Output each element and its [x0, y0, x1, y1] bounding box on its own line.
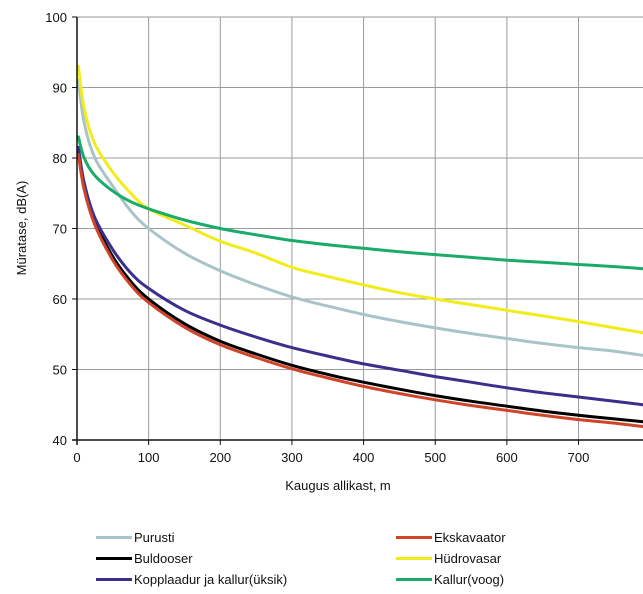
legend-item-purusti: Purusti — [96, 527, 174, 547]
x-tick-label: 100 — [138, 450, 160, 465]
x-tick-label: 400 — [353, 450, 375, 465]
y-tick-label: 100 — [45, 10, 67, 25]
x-tick-label: 500 — [424, 450, 446, 465]
x-tick-label: 300 — [281, 450, 303, 465]
y-tick-labels: 40 50 60 70 80 90 100 — [45, 10, 67, 448]
legend-label: Kopplaadur ja kallur(üksik) — [134, 571, 288, 587]
legend-swatch — [96, 577, 132, 581]
series-line-ekskavaator — [76, 153, 643, 429]
series-line-kopplaadur-ja-kallur-ksik — [76, 145, 643, 407]
series-line-buldooser — [76, 149, 643, 424]
legend-label: Hüdrovasar — [434, 550, 502, 566]
legend-label: Kallur(voog) — [434, 571, 505, 587]
legend-label: Purusti — [134, 529, 175, 545]
legend-swatch — [396, 556, 432, 560]
series-lines — [76, 64, 643, 429]
legend-item-kallur-voog: Kallur(voog) — [396, 569, 504, 589]
series-line-kallur-voog — [76, 135, 643, 271]
y-tick-label: 80 — [53, 151, 67, 166]
legend-swatch — [96, 535, 132, 539]
legend-swatch — [396, 577, 432, 581]
legend-label: Buldooser — [134, 550, 193, 566]
series-line-purusti — [76, 78, 643, 357]
x-tick-label: 700 — [568, 450, 590, 465]
legend-item-kopplaadur: Kopplaadur ja kallur(üksik) — [96, 569, 287, 589]
y-tick-label: 50 — [53, 363, 67, 378]
legend-item-hudrovasar: Hüdrovasar — [396, 548, 501, 568]
legend-swatch — [396, 535, 432, 539]
x-tick-label: 200 — [209, 450, 231, 465]
series-line-h-drovasar — [76, 64, 643, 335]
legend-item-ekskavaator: Ekskavaator — [396, 527, 506, 547]
legend-item-buldooser: Buldooser — [96, 548, 193, 568]
x-tick-labels: 0 100 200 300 400 500 600 700 — [73, 450, 589, 465]
legend: Purusti Ekskavaator Buldooser Hüdrovasar… — [0, 522, 643, 592]
y-tick-label: 40 — [53, 433, 67, 448]
axes — [72, 16, 643, 445]
x-tick-label: 600 — [496, 450, 518, 465]
y-tick-label: 60 — [53, 292, 67, 307]
x-tick-label: 0 — [73, 450, 80, 465]
x-axis-title: Kaugus allikast, m — [285, 478, 391, 493]
legend-swatch — [96, 556, 132, 560]
legend-label: Ekskavaator — [434, 529, 506, 545]
y-tick-label: 70 — [53, 222, 67, 237]
y-tick-label: 90 — [53, 81, 67, 96]
y-axis-title: Müratase, dB(A) — [14, 181, 29, 276]
noise-chart: 40 50 60 70 80 90 100 0 100 200 300 400 500 600 700 K… — [14, 10, 643, 493]
